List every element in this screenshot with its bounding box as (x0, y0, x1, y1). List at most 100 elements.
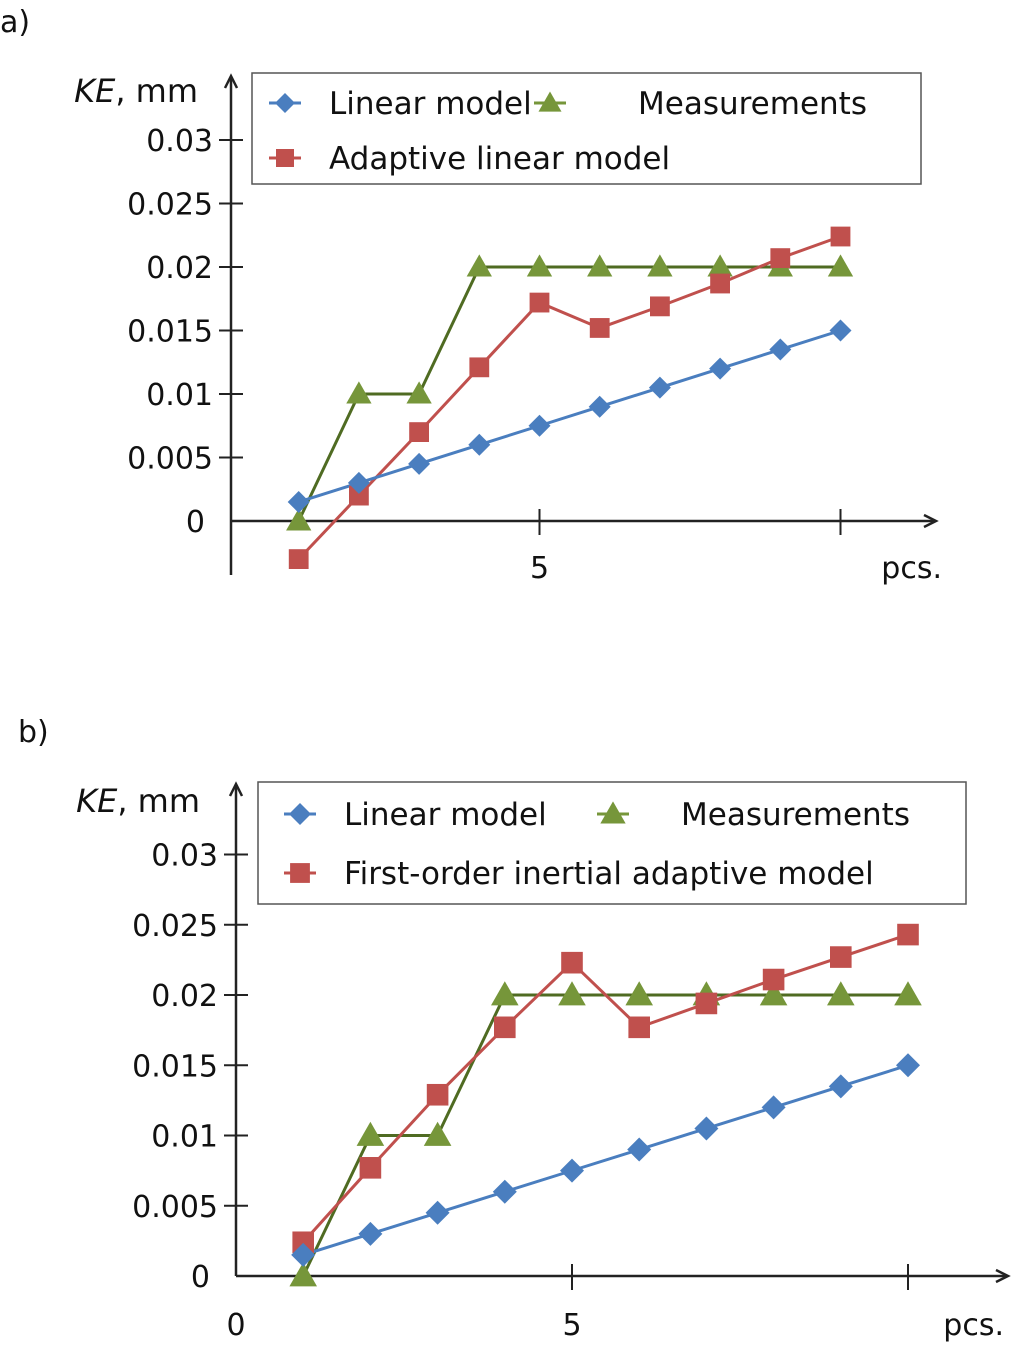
data-point-triangle (406, 381, 432, 404)
y-ticks-b: 0 0.005 0.01 0.015 0.02 0.025 0.03 (132, 839, 248, 1295)
y-tick-label: 0 (186, 505, 205, 540)
series-line-diamond (298, 329, 841, 504)
x-tick-label: 0 (226, 1308, 245, 1343)
data-point-diamond (468, 433, 491, 456)
data-point-triangle (647, 254, 673, 277)
data-point-triangle (759, 981, 788, 1006)
legend-entry: Measurements (534, 86, 867, 122)
data-point-diamond (528, 414, 551, 437)
y-axis-title-unit-b: , mm (117, 782, 200, 820)
data-point-square (469, 357, 490, 378)
data-point-triangle (526, 254, 553, 277)
data-point-square (650, 296, 670, 317)
legend-marker-triangle-icon (538, 91, 562, 112)
data-point-triangle (356, 1121, 385, 1146)
legend-entry: First-order inertial adaptive model (284, 856, 874, 892)
data-point-triangle (491, 981, 519, 1006)
data-point-square (589, 318, 610, 338)
data-point-diamond (648, 376, 671, 399)
legend-b: Linear model Measurements First-order iner… (257, 781, 967, 905)
x-axis-title-b: pcs. (943, 1308, 1004, 1343)
series-line-diamond (302, 1063, 909, 1257)
y-axis-title-a: KE, mm (74, 72, 198, 110)
data-point-diamond (492, 1179, 517, 1204)
legend-marker-square-icon (276, 149, 294, 167)
legend-entry: Measurements (597, 797, 910, 833)
y-ticks-a: 0 0.005 0.01 0.015 0.02 0.025 0.03 (127, 124, 243, 540)
legend-a: Linear model Measurements Adaptive linear … (251, 72, 922, 185)
y-tick-label: 0.015 (132, 1049, 218, 1084)
legend-label: Measurements (638, 86, 867, 122)
legend-entry: Linear model (269, 86, 532, 122)
y-axis-title-unit-a: , mm (115, 72, 198, 110)
data-point-square (897, 923, 919, 946)
y-axis-arrow-b (228, 781, 244, 797)
data-point-triangle (625, 981, 653, 1006)
data-point-diamond (560, 1158, 584, 1183)
data-point-square (292, 1231, 314, 1254)
series-line-triangle (297, 265, 841, 522)
x-axis-title-a: pcs. (881, 551, 942, 586)
legend-label: Adaptive linear model (329, 141, 670, 177)
legend-label: First-order inertial adaptive model (344, 856, 874, 892)
legend-entry: Linear model (284, 797, 547, 833)
y-tick-label: 0.025 (132, 909, 218, 944)
legend-label: Measurements (681, 797, 910, 833)
data-point-diamond (896, 1053, 920, 1078)
data-point-triangle (289, 1262, 317, 1287)
data-point-square (830, 946, 852, 968)
legend-box-a (251, 72, 922, 185)
data-point-triangle (707, 254, 733, 277)
y-tick-label: 0.02 (146, 251, 213, 286)
data-point-square (529, 292, 550, 313)
data-point-diamond (694, 1116, 719, 1141)
data-point-square (710, 273, 730, 294)
y-tick-label: 0.005 (132, 1190, 218, 1225)
legend-marker-triangle-icon (600, 801, 626, 824)
data-point-square (561, 951, 583, 974)
legend-marker-diamond-icon (289, 803, 311, 825)
data-point-diamond (287, 490, 310, 513)
data-point-diamond (347, 471, 370, 494)
panel-label-b: b) (18, 715, 49, 750)
legend-marker-square-icon (290, 863, 310, 883)
data-point-triangle (558, 981, 586, 1006)
data-point-square (288, 549, 309, 569)
data-point-triangle (466, 254, 492, 277)
data-point-diamond (425, 1200, 450, 1225)
data-point-diamond (828, 1074, 853, 1099)
series-line-square (302, 933, 909, 1244)
data-point-diamond (358, 1221, 383, 1246)
y-tick-label: 0.005 (127, 442, 213, 477)
y-axis-title-var-b: KE (76, 782, 118, 820)
data-point-square (695, 992, 718, 1015)
legend-label: Linear model (344, 797, 547, 833)
y-tick-label: 0.01 (146, 378, 213, 413)
data-point-triangle (346, 381, 372, 404)
data-point-square (770, 248, 791, 269)
data-point-triangle (587, 254, 613, 277)
data-point-diamond (761, 1095, 786, 1120)
data-point-diamond (829, 319, 852, 342)
y-tick-label: 0 (191, 1260, 210, 1295)
legend-label: Linear model (329, 86, 532, 122)
series-line-triangle (301, 993, 908, 1277)
legend-box-b (257, 781, 967, 905)
data-point-diamond (408, 452, 431, 475)
y-tick-label: 0.025 (127, 188, 213, 223)
panel-label-a: a) (0, 5, 30, 40)
legend-entry: Adaptive linear model (269, 141, 670, 177)
x-tick-label: 5 (530, 551, 549, 586)
data-point-square (359, 1157, 382, 1179)
y-axis-arrow-a (223, 73, 239, 89)
data-point-diamond (588, 395, 611, 418)
series-layer-a (286, 226, 854, 569)
data-point-square (426, 1083, 449, 1106)
data-point-triangle (423, 1121, 452, 1146)
data-point-triangle (827, 254, 854, 277)
data-point-triangle (286, 508, 312, 531)
data-point-diamond (627, 1137, 652, 1162)
x-tick-label: 5 (562, 1308, 581, 1343)
x-axis-arrow-a (923, 513, 939, 529)
